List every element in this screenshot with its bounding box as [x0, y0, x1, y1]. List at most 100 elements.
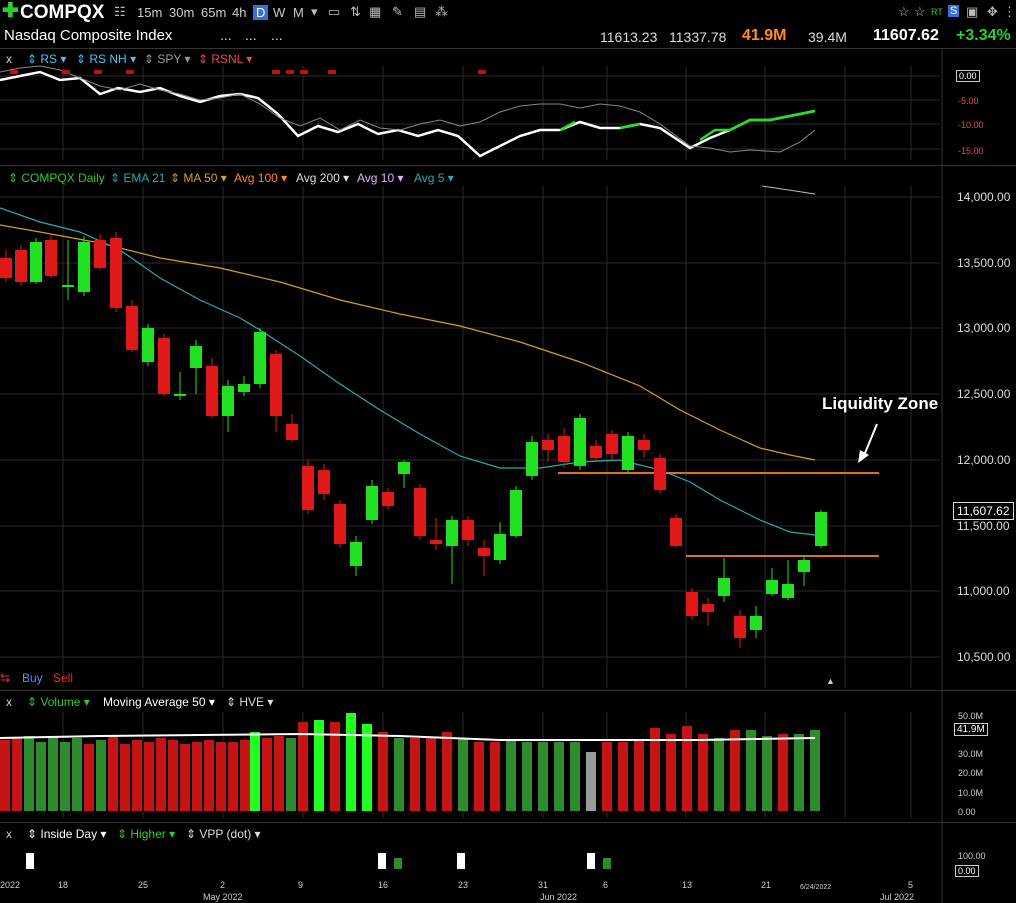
legend-hve[interactable]: ⇕ HVE ▾ [226, 695, 274, 709]
price-axis-11000: 11,000.00 [957, 584, 1010, 598]
candle-body [670, 518, 682, 546]
volume-bar [96, 740, 106, 811]
scroll-up-icon[interactable]: ▲ [826, 676, 835, 686]
ema21-line [0, 207, 816, 536]
s-badge[interactable]: S [948, 5, 960, 17]
legend-ma50-label: MA 50 [183, 171, 218, 185]
volume-bar [216, 742, 226, 811]
share-icon[interactable]: ⁂ [435, 4, 448, 19]
indicator-icon[interactable]: ⇅ [350, 4, 361, 19]
layers-icon[interactable]: ▤ [414, 4, 427, 19]
tf-w[interactable]: W [273, 5, 286, 20]
volume-bar [730, 730, 740, 811]
price-axis-10500: 10,500.00 [957, 650, 1011, 664]
chart-type-icon[interactable]: ▭ [328, 4, 341, 19]
legend-ma50-volume-label: Moving Average 50 [103, 695, 206, 709]
close-icon[interactable]: x [6, 695, 12, 709]
rsnl-marker [328, 70, 336, 74]
candle-body [462, 520, 474, 540]
divider [0, 690, 1016, 691]
legend-avg200[interactable]: Avg 200 ▾ [296, 171, 350, 185]
tf-4h[interactable]: 4h [232, 5, 247, 20]
legend-vpp-label: VPP (dot) [199, 827, 252, 841]
x-label-31: 31 [538, 880, 549, 890]
volume-bar [810, 730, 820, 811]
candle-body [142, 328, 154, 362]
legend-spy[interactable]: ⇕ SPY ▾ [144, 52, 191, 66]
add-symbol-icon[interactable]: ✚ [2, 0, 19, 22]
buy-button[interactable]: Buy [22, 671, 43, 685]
legend-ma50-volume[interactable]: Moving Average 50 ▾ [103, 695, 215, 709]
star2-icon[interactable]: ☆ [914, 4, 926, 19]
volume-bar [618, 742, 628, 811]
candle-body [238, 384, 250, 392]
sell-button[interactable]: Sell [53, 671, 74, 685]
index-name: Nasdaq Composite Index [4, 27, 173, 44]
tf-m[interactable]: M [293, 5, 304, 20]
legend-rs-nh-label: RS NH [89, 52, 127, 66]
low-value: 11337.78 [669, 29, 727, 45]
legend-ema21[interactable]: ⇕ EMA 21 [110, 171, 166, 185]
chevron-down-icon[interactable]: ▾ [311, 4, 318, 19]
dots-2: ... [245, 27, 257, 43]
rs-axis-0: 0.00 [956, 70, 980, 82]
tf-30m[interactable]: 30m [169, 5, 195, 20]
legend-avg100[interactable]: Avg 100 ▾ [234, 171, 288, 185]
rs-nh-segment [699, 109, 816, 142]
tf-15m[interactable]: 15m [137, 5, 163, 20]
legend-inside-day[interactable]: ⇕ Inside Day ▾ [27, 827, 107, 841]
move-icon[interactable]: ✥ [987, 4, 998, 19]
tf-65m[interactable]: 65m [201, 5, 227, 20]
candle-body [782, 584, 794, 598]
legend-avg10[interactable]: Avg 10 ▾ [357, 171, 404, 185]
rsnl-marker [300, 70, 308, 74]
legend-volume[interactable]: ⇕ Volume ▾ [27, 695, 90, 709]
legend-compqx[interactable]: ⇕ COMPQX Daily [8, 171, 105, 185]
legend-avg5-label: Avg 5 [414, 171, 445, 185]
x-marker-date: 6/24/2022 [800, 884, 832, 891]
volume-bar [506, 740, 516, 811]
rsnl-marker [126, 70, 134, 74]
legend-avg5[interactable]: Avg 5 ▾ [414, 171, 454, 185]
symbol-title[interactable]: COMPQX [20, 2, 105, 23]
tf-d[interactable]: D [253, 5, 269, 20]
volume-bar [602, 742, 612, 811]
bottom-axis-0: 0.00 [955, 865, 979, 877]
rt-badge: RT [931, 7, 943, 17]
pencil-icon[interactable]: ✎ [392, 4, 403, 19]
save-icon[interactable]: ▣ [966, 4, 979, 19]
legend-vpp[interactable]: ⇕ VPP (dot) ▾ [186, 827, 261, 841]
more-icon[interactable]: ⋮ [1003, 4, 1016, 19]
close-icon[interactable]: x [6, 827, 12, 841]
grid-icon[interactable]: ☷ [114, 4, 126, 19]
x-label-21: 21 [761, 880, 772, 890]
legend-rs-nh[interactable]: ⇕ RS NH ▾ [76, 52, 137, 66]
candle-body [815, 512, 827, 546]
rs-nh-segment [619, 122, 641, 130]
x-label-25: 25 [138, 880, 149, 890]
legend-spy-label: SPY [157, 52, 182, 66]
vol-axis-30: 30.0M [958, 749, 984, 759]
candle-body [382, 492, 394, 506]
x-label-16: 16 [378, 880, 389, 890]
legend-volume-label: Volume [40, 695, 81, 709]
close-icon[interactable]: x [6, 52, 12, 66]
star-icon[interactable]: ☆ [898, 4, 910, 19]
candle-body [0, 258, 12, 278]
candle-body [446, 520, 458, 546]
last-price-tag: 11,607.62 [953, 502, 1014, 520]
divider [0, 822, 1016, 823]
ma50-line [0, 224, 816, 461]
rsnl-marker [478, 70, 486, 74]
candle-body [718, 578, 730, 596]
volume-bar [474, 742, 484, 811]
legend-rs[interactable]: ⇕ RS ▾ [27, 52, 67, 66]
price-axis-11500: 11,500.00 [957, 519, 1010, 533]
calculator-icon[interactable]: ▦ [369, 4, 382, 19]
trade-icon[interactable]: ⇆ [0, 671, 11, 685]
legend-rsnl[interactable]: ⇕ RSNL ▾ [198, 52, 253, 66]
legend-higher[interactable]: ⇕ Higher ▾ [117, 827, 176, 841]
volume-bar [72, 738, 82, 811]
legend-ma50[interactable]: ⇕ MA 50 ▾ [170, 171, 227, 185]
